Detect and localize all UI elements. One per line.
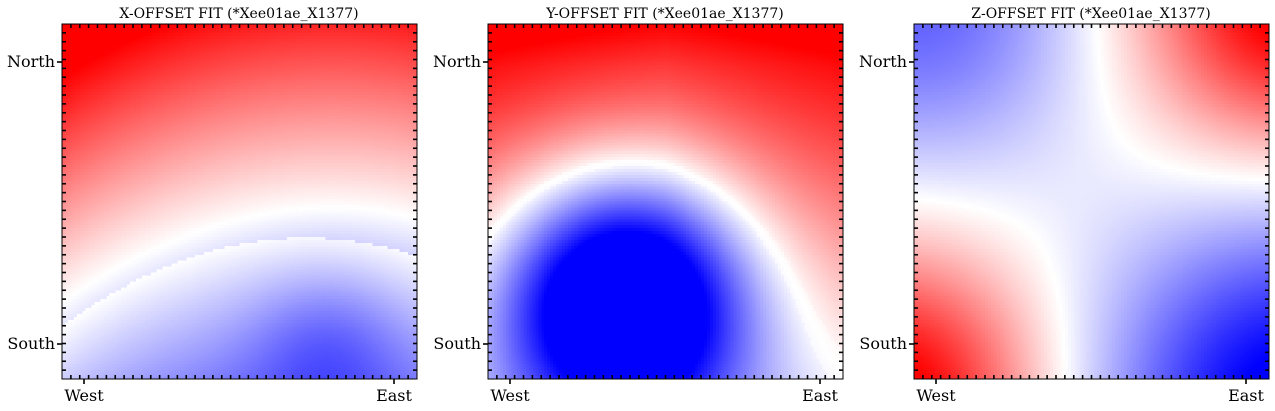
y-tick-label-north: North [859, 52, 907, 71]
x-tick-label-east: East [1228, 386, 1264, 405]
x-tick-label-west: West [490, 386, 530, 405]
axes-z-offset: Z-OFFSET FIT (*Xee01ae_X1377) West East … [859, 6, 1270, 405]
axis-ticks [57, 24, 417, 384]
plot-frame [61, 23, 418, 380]
heatmap-x-offset [62, 24, 417, 379]
axes-y-offset: Y-OFFSET FIT (*Xee01ae_X1377) West East … [433, 6, 844, 405]
plot-frame [913, 23, 1270, 380]
chart-title: X-OFFSET FIT (*Xee01ae_X1377) [119, 6, 358, 22]
y-tick-label-south: South [433, 334, 481, 353]
axis-ticks [909, 24, 1269, 384]
y-tick-label-south: South [859, 334, 907, 353]
heatmap-y-offset [488, 24, 843, 379]
axes-x-offset: X-OFFSET FIT (*Xee01ae_X1377) West East … [7, 6, 418, 405]
plot-frame [487, 23, 844, 380]
x-tick-label-west: West [64, 386, 104, 405]
axis-ticks [483, 24, 843, 384]
panel-x-offset: X-OFFSET FIT (*Xee01ae_X1377) West East … [0, 0, 425, 411]
panel-y-offset: Y-OFFSET FIT (*Xee01ae_X1377) West East … [426, 0, 851, 411]
x-tick-label-east: East [802, 386, 838, 405]
x-tick-label-east: East [376, 386, 412, 405]
x-tick-label-west: West [916, 386, 956, 405]
heatmap-z-offset [914, 24, 1269, 379]
chart-title: Z-OFFSET FIT (*Xee01ae_X1377) [971, 6, 1211, 22]
y-tick-label-south: South [7, 334, 55, 353]
chart-title: Y-OFFSET FIT (*Xee01ae_X1377) [545, 6, 783, 22]
y-tick-label-north: North [7, 52, 55, 71]
y-tick-label-north: North [433, 52, 481, 71]
panel-z-offset: Z-OFFSET FIT (*Xee01ae_X1377) West East … [852, 0, 1275, 411]
